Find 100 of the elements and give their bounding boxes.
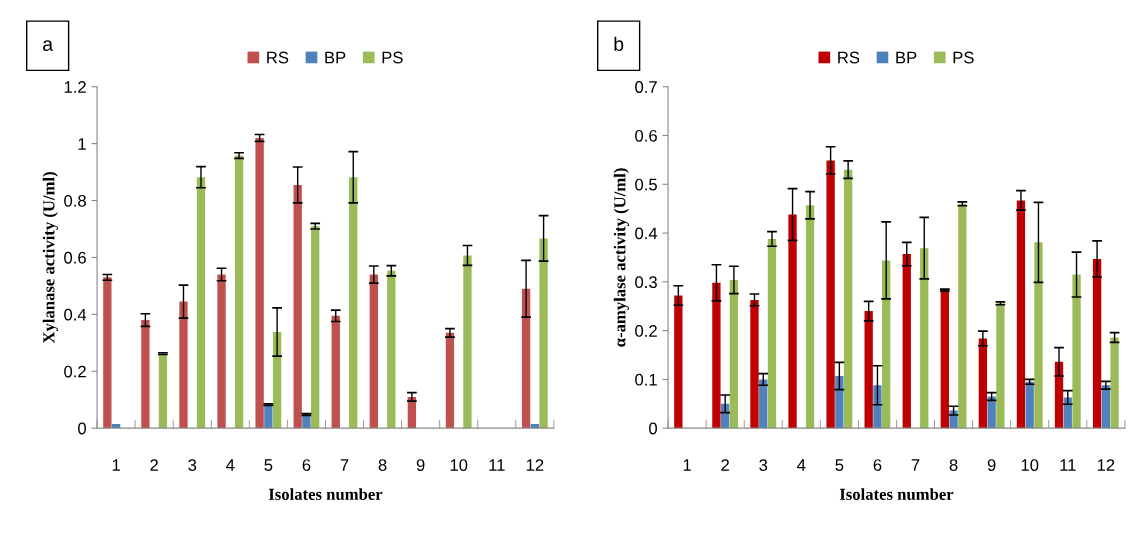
bar	[387, 270, 396, 429]
x-tick-label: 6	[302, 459, 311, 471]
y-tick-label: 0	[649, 422, 657, 435]
x-tick-label: 9	[987, 459, 996, 471]
y-tick-label: 0.4	[635, 227, 658, 240]
bar	[331, 315, 340, 429]
bar	[141, 320, 150, 429]
bar	[196, 177, 206, 429]
bar	[712, 282, 721, 429]
text: a	[43, 40, 54, 51]
bar	[111, 423, 121, 429]
x-axis-title: Isolates number	[839, 488, 954, 500]
bar	[255, 137, 264, 429]
bar	[1016, 200, 1026, 429]
legend-label: BP	[896, 51, 917, 64]
y-tick-label: 1.2	[64, 81, 86, 93]
x-tick-label: 1	[112, 459, 120, 471]
bar	[521, 288, 531, 429]
bar	[864, 311, 873, 429]
x-tick-label: 2	[721, 459, 729, 471]
x-tick-label: 5	[264, 459, 273, 471]
bar	[1072, 274, 1081, 429]
x-tick-label: 12	[1097, 459, 1115, 471]
bar	[530, 423, 539, 429]
bar	[179, 301, 188, 429]
x-tick-label: 9	[416, 459, 425, 471]
bar	[920, 248, 929, 429]
y-tick-label: 0.8	[64, 194, 86, 207]
bar	[902, 254, 911, 429]
bar	[759, 379, 768, 429]
bar	[158, 353, 168, 429]
x-tick-label: 12	[526, 459, 544, 471]
x-tick-label: 1	[683, 459, 691, 471]
bar	[882, 260, 891, 429]
x-tick-label: 6	[873, 459, 882, 471]
y-tick-label: 0.6	[64, 251, 86, 264]
y-tick-label: 0.5	[635, 178, 657, 191]
y-tick-label: 0.3	[635, 276, 657, 289]
y-tick-label: 0.1	[635, 373, 657, 386]
legend-label: RS	[267, 51, 289, 64]
bar	[349, 177, 358, 429]
bar	[264, 404, 273, 429]
legend-label: PS	[953, 51, 974, 64]
x-tick-label: 8	[949, 459, 958, 471]
bar	[835, 375, 844, 429]
legend-label: PS	[382, 51, 403, 64]
bar	[311, 226, 320, 429]
bar	[826, 160, 835, 429]
bar	[1092, 258, 1102, 429]
x-tick-label: 11	[1060, 459, 1076, 471]
y-tick-label: 0.6	[635, 129, 657, 142]
bar	[750, 299, 759, 429]
x-tick-label: 5	[835, 459, 844, 471]
bar	[293, 184, 302, 429]
bar	[1101, 385, 1110, 429]
bar	[996, 303, 1005, 429]
bar	[1110, 337, 1119, 429]
x-axis-title: Isolates number	[268, 488, 383, 500]
legend-label: BP	[325, 51, 346, 64]
y-tick-label: 0	[78, 422, 86, 435]
bar	[987, 396, 996, 429]
bar	[873, 385, 882, 429]
bar	[103, 277, 112, 429]
bar	[805, 205, 815, 429]
y-axis-title: α-amylase activity (U/ml)	[613, 168, 629, 347]
x-tick-label: 2	[150, 459, 158, 471]
bar	[369, 274, 378, 429]
legend-label: RS	[838, 51, 860, 64]
x-tick-label: 3	[759, 459, 768, 471]
bar	[674, 295, 683, 429]
bar	[767, 238, 777, 429]
bar	[445, 332, 455, 429]
bar	[729, 279, 739, 429]
bar	[217, 274, 226, 429]
y-tick-label: 0.7	[635, 81, 657, 93]
x-tick-label: 3	[188, 459, 197, 471]
bar	[234, 155, 244, 429]
x-tick-label: 7	[911, 459, 920, 471]
x-tick-label: 4	[797, 459, 806, 471]
y-axis-title: Xylanase activity (U/ml)	[42, 172, 58, 344]
bar	[958, 203, 967, 429]
text: b	[614, 36, 624, 51]
y-tick-label: 0.2	[635, 325, 657, 337]
bar	[1034, 242, 1043, 429]
x-tick-label: 11	[489, 459, 505, 471]
bar	[539, 238, 548, 429]
bar	[1025, 381, 1034, 429]
x-tick-label: 7	[340, 459, 349, 471]
y-tick-label: 0.2	[64, 365, 86, 378]
x-tick-label: 4	[226, 459, 235, 471]
x-tick-label: 10	[450, 459, 468, 471]
bar	[940, 290, 949, 429]
y-tick-label: 0.4	[64, 308, 87, 321]
bar	[463, 255, 472, 429]
bar	[978, 338, 988, 429]
x-tick-label: 8	[378, 459, 387, 471]
bar	[788, 214, 797, 429]
y-tick-label: 1	[78, 138, 86, 150]
bar	[843, 169, 853, 429]
x-tick-label: 10	[1021, 459, 1039, 471]
